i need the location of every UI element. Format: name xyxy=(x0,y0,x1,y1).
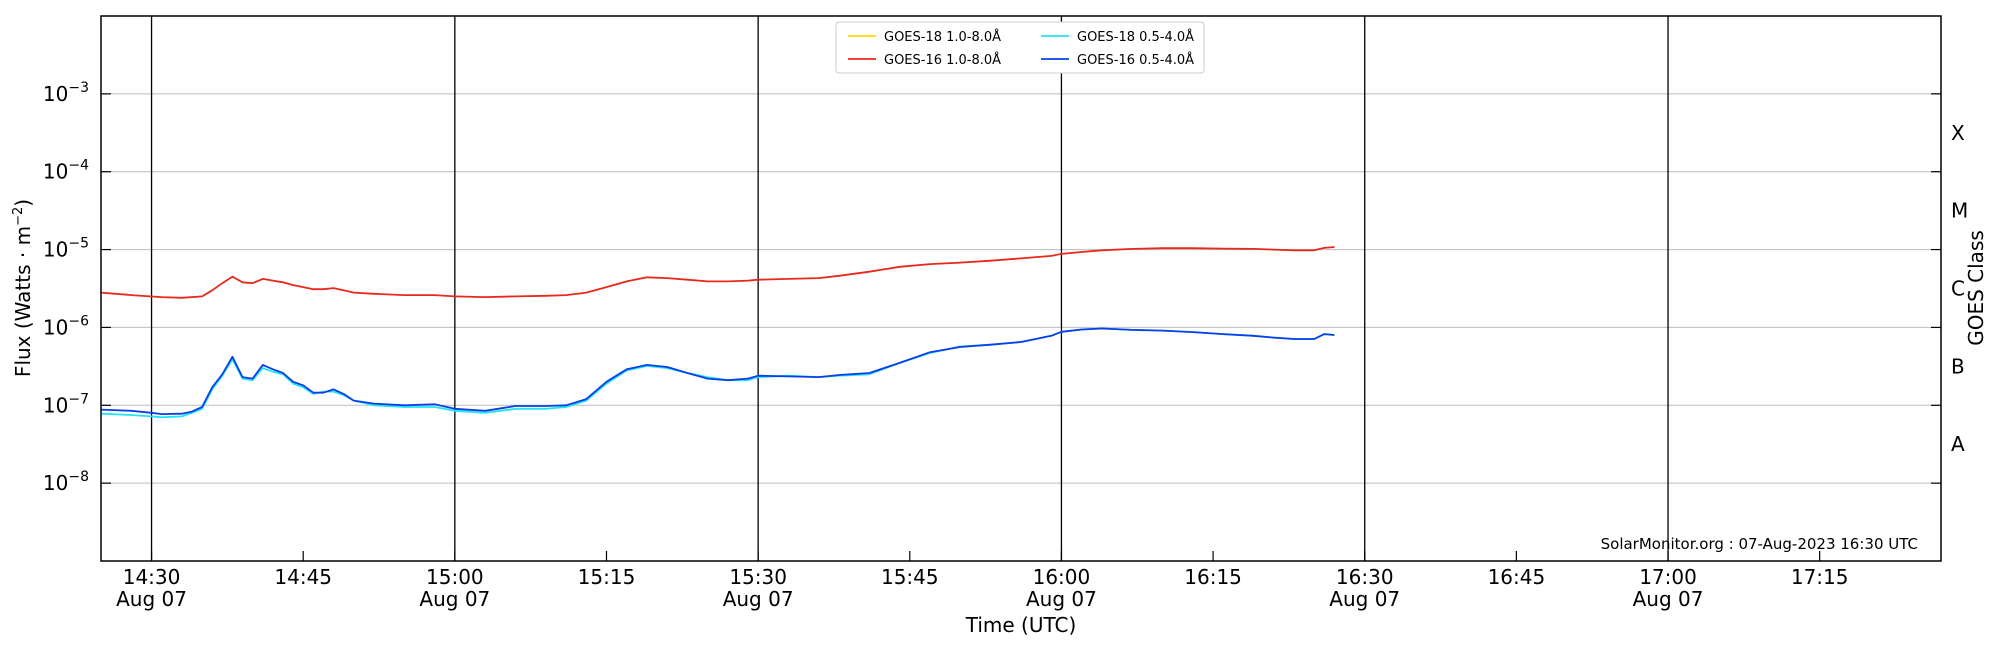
x-tick-date-label: Aug 07 xyxy=(723,587,794,611)
x-tick-label: 16:15 xyxy=(1184,565,1242,589)
credit-text: SolarMonitor.org : 07-Aug-2023 16:30 UTC xyxy=(1601,535,1918,553)
y-tick-label: 10−6 xyxy=(43,313,89,339)
y-axis-label-suffix: ) xyxy=(11,199,35,207)
x-tick-date-label: Aug 07 xyxy=(116,587,187,611)
series-line-1 xyxy=(100,246,1335,299)
y-axis-label-exponent: −2 xyxy=(11,207,26,226)
goes-class-label: M xyxy=(1951,199,1968,223)
x-tick-date-label: Aug 07 xyxy=(419,587,490,611)
series-layer xyxy=(100,246,1335,419)
legend-label: GOES-16 0.5-4.0Å xyxy=(1077,52,1194,68)
goes-class-labels: A B C M X xyxy=(1951,121,1968,456)
goes-class-label: A xyxy=(1951,432,1965,456)
x-tick-label: 14:45 xyxy=(274,565,332,589)
legend-items: GOES-18 1.0-8.0Å GOES-16 1.0-8.0Å GOES-18 … xyxy=(848,29,1194,68)
goes-class-label: C xyxy=(1951,277,1965,301)
y-tick-label: 10−3 xyxy=(43,80,89,106)
legend-label: GOES-16 1.0-8.0Å xyxy=(884,52,1001,68)
x-tick-label: 15:15 xyxy=(578,565,636,589)
goes-class-label: X xyxy=(1951,121,1965,145)
x-tick-label: 16:45 xyxy=(1488,565,1546,589)
x-tick-label: 16:30 xyxy=(1336,565,1394,589)
legend-label: GOES-18 0.5-4.0Å xyxy=(1077,29,1194,45)
x-tick-label: 17:00 xyxy=(1639,565,1697,589)
x-tick-label: 15:30 xyxy=(729,565,787,589)
y-tick-label: 10−7 xyxy=(43,391,89,417)
x-tick-label: 14:30 xyxy=(123,565,181,589)
legend-label: GOES-18 1.0-8.0Å xyxy=(884,29,1001,45)
plot-frame xyxy=(100,15,1942,562)
x-tick-label: 15:45 xyxy=(881,565,939,589)
y-axis-label: Flux (Watts · m−2) xyxy=(11,199,35,377)
x-tick-label: 16:00 xyxy=(1033,565,1091,589)
legend-box xyxy=(835,21,1205,74)
legend: GOES-18 1.0-8.0Å GOES-16 1.0-8.0Å GOES-18 … xyxy=(835,21,1205,74)
y-axis-ticks: 10−8 10−7 10−6 10−5 10−4 10−3 xyxy=(43,80,1941,495)
y-tick-label: 10−8 xyxy=(43,469,89,495)
vertical-reference-lines xyxy=(150,16,1669,561)
x-tick-label: 17:15 xyxy=(1791,565,1849,589)
y-axis-label-text: Flux (Watts · m xyxy=(11,226,35,377)
series-line-3 xyxy=(100,327,1335,416)
goes-class-label: B xyxy=(1951,354,1965,378)
x-tick-label: 15:00 xyxy=(426,565,484,589)
x-axis-label: Time (UTC) xyxy=(965,613,1077,637)
series-line-2 xyxy=(100,327,1335,419)
x-tick-date-label: Aug 07 xyxy=(1026,587,1097,611)
x-tick-date-label: Aug 07 xyxy=(1329,587,1400,611)
x-tick-date-label: Aug 07 xyxy=(1633,587,1704,611)
y-tick-label: 10−4 xyxy=(43,158,89,184)
right-axis-label: GOES Class xyxy=(1964,230,1988,346)
grid-layer xyxy=(101,93,1941,484)
y-tick-label: 10−5 xyxy=(43,236,89,262)
